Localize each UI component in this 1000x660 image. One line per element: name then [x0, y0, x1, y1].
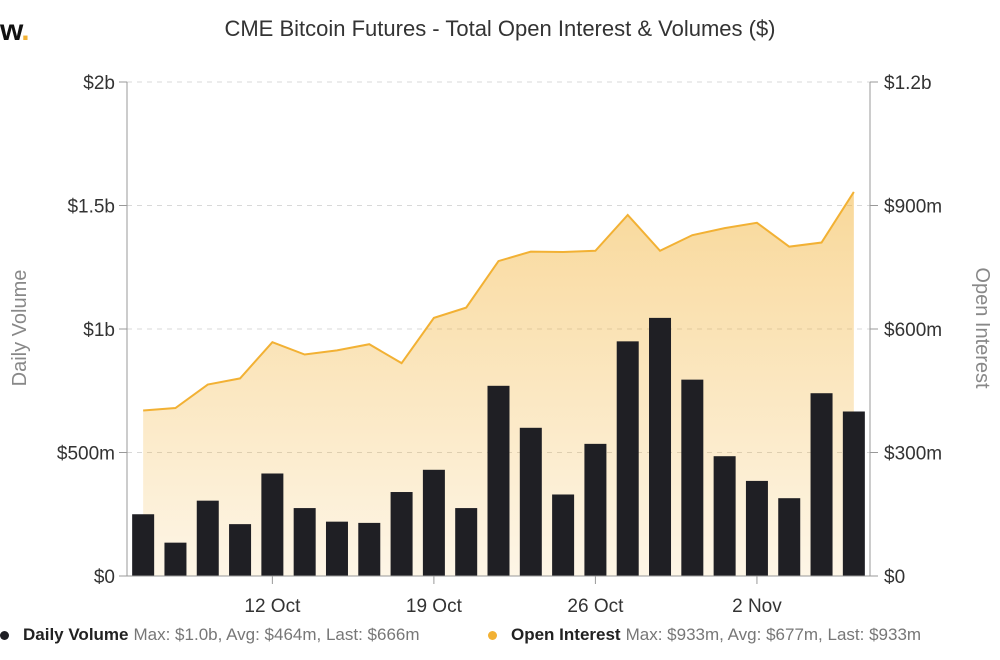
volume-bar	[132, 514, 155, 576]
volume-bar	[293, 508, 316, 576]
legend-name-open-interest: Open Interest	[511, 625, 621, 644]
chart-canvas: $0 $0 $500m $300m $1b $600m $1.5b $900m $2b $1.2b…	[9, 73, 993, 617]
legend-name-volume: Daily Volume	[23, 625, 129, 644]
volume-bar	[649, 317, 672, 576]
x-tick-label: 26 Oct	[567, 596, 624, 617]
y-right-tick-label: $0	[884, 567, 905, 588]
volume-bar	[778, 498, 801, 576]
volume-bar	[487, 385, 510, 576]
legend-dot-volume-icon	[0, 631, 9, 641]
open-interest-line	[143, 191, 855, 412]
legend-stats-open-interest: Max: $933m, Avg: $677m, Last: $933m	[625, 625, 922, 644]
volume-bar	[229, 524, 252, 576]
y-left-tick-label: $2b	[83, 73, 115, 94]
legend-item-volume[interactable]: Daily Volume Max: $1.0b, Avg: $464m, Last…	[0, 625, 420, 645]
y-left-tick-label: $500m	[57, 444, 115, 465]
y-left-tick-label: $1.5b	[67, 197, 115, 218]
volume-bar	[196, 500, 219, 576]
brand-logo: w.	[0, 14, 30, 48]
logo-dot: .	[21, 14, 29, 47]
chart-title: CME Bitcoin Futures - Total Open Interes…	[224, 16, 776, 41]
volume-bar	[713, 456, 736, 576]
volume-bar	[584, 443, 607, 576]
volume-bar	[325, 521, 348, 576]
x-tick-label: 19 Oct	[406, 596, 463, 617]
volume-bar	[358, 522, 381, 576]
legend-item-open-interest[interactable]: Open Interest Max: $933m, Avg: $677m, Las…	[488, 625, 921, 645]
volume-bar	[519, 427, 542, 576]
volume-bar	[745, 480, 768, 576]
legend-dot-open-interest-icon	[488, 631, 497, 641]
volume-bar	[681, 379, 704, 576]
y-axis-right-label: Open Interest	[971, 267, 993, 389]
logo-text: w	[0, 14, 22, 47]
volume-bars-layer	[132, 317, 865, 576]
volume-bar	[842, 411, 865, 576]
y-left-tick-label: $0	[94, 567, 115, 588]
volume-bar	[390, 492, 413, 576]
volume-bar	[261, 473, 284, 576]
volume-bar	[616, 341, 639, 576]
volume-bar	[810, 393, 833, 576]
y-right-tick-label: $1.2b	[884, 73, 932, 94]
y-right-tick-label: $900m	[884, 197, 942, 218]
x-tick-label: 12 Oct	[244, 596, 301, 617]
volume-bar	[422, 469, 445, 576]
y-left-tick-label: $1b	[83, 320, 115, 341]
axes-layer: $0 $0 $500m $300m $1b $600m $1.5b $900m $2b $1.2b…	[57, 73, 942, 617]
open-interest-area	[143, 191, 854, 577]
legend-stats-volume: Max: $1.0b, Avg: $464m, Last: $666m	[133, 625, 420, 644]
y-axis-left-label: Daily Volume	[9, 270, 31, 387]
open-interest-area-layer	[143, 191, 855, 577]
y-right-tick-label: $300m	[884, 444, 942, 465]
volume-bar	[552, 494, 575, 576]
volume-bar	[164, 542, 187, 576]
x-tick-label: 2 Nov	[732, 596, 782, 617]
volume-bar	[455, 508, 478, 576]
y-right-tick-label: $600m	[884, 320, 942, 341]
